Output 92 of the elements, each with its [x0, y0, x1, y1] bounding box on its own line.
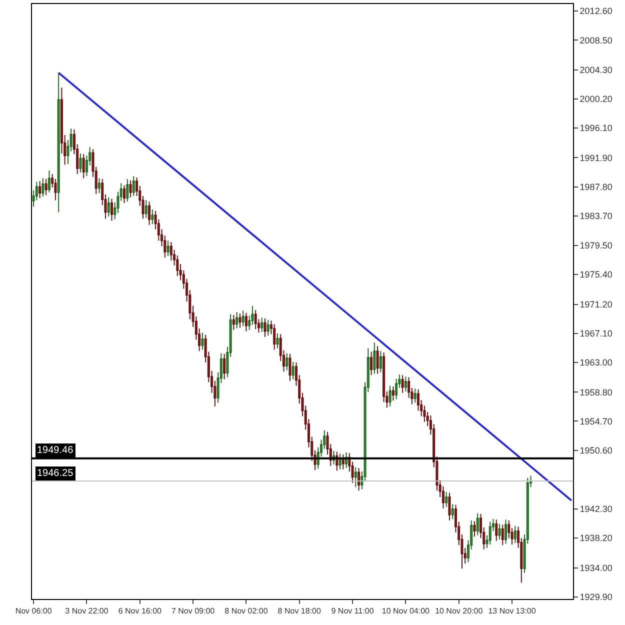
- candlestick: [376, 346, 379, 374]
- candlestick: [342, 454, 344, 470]
- candlestick: [273, 324, 276, 350]
- x-tick-label: 13 Nov 13:00: [488, 606, 536, 616]
- candlestick: [201, 332, 204, 350]
- y-tick-label: 1996.10: [580, 123, 612, 134]
- candlestick: [110, 198, 114, 222]
- candlestick: [264, 318, 266, 338]
- candlestick: [79, 152, 82, 174]
- x-tick-label: 3 Nov 22:00: [65, 606, 109, 616]
- y-tick-label: 1950.60: [580, 445, 612, 456]
- candlestick: [260, 317, 264, 332]
- candlestick: [126, 178, 129, 202]
- candlestick: [451, 504, 454, 520]
- y-tick-label: 1934.00: [580, 562, 612, 573]
- candlestick: [107, 196, 110, 217]
- candlestick: [38, 180, 42, 199]
- candlestick: [388, 385, 392, 407]
- y-tick-label: 1938.20: [580, 533, 612, 544]
- candlestick: [144, 200, 148, 218]
- candlestick: [445, 492, 448, 508]
- candlestick: [379, 350, 382, 373]
- candlestick: [414, 388, 416, 404]
- candlestick: [448, 492, 451, 521]
- candlestick: [232, 314, 235, 330]
- candlestick: [404, 376, 407, 392]
- candlestick: [286, 352, 288, 371]
- candlestick: [54, 178, 57, 201]
- x-tick-label: 7 Nov 09:00: [171, 606, 216, 616]
- candlestick: [122, 184, 126, 204]
- y-tick-label: 1963.00: [580, 358, 612, 368]
- candlestick: [57, 72, 60, 213]
- y-tick-label: 2004.30: [580, 65, 612, 76]
- candlestick: [392, 386, 394, 402]
- candlestick: [288, 353, 292, 382]
- candlestick: [338, 453, 342, 470]
- candlestick: [401, 374, 404, 394]
- y-tick-label: 1958.80: [580, 387, 612, 398]
- candlestick: [488, 521, 492, 545]
- y-tick-label: 1979.50: [580, 240, 612, 251]
- y-tick-label: 1971.20: [580, 299, 612, 310]
- candlestick: [166, 240, 170, 257]
- candlestick: [395, 378, 398, 400]
- candlestick: [42, 178, 44, 198]
- y-tick-label: 1987.80: [580, 182, 612, 192]
- candlestick: [292, 361, 294, 380]
- candlestick: [236, 312, 238, 329]
- y-tick-label: 1975.40: [580, 270, 612, 280]
- candlestick: [501, 524, 504, 546]
- x-tick-label: 8 Nov 18:00: [278, 606, 322, 616]
- x-tick-label: 8 Nov 02:00: [224, 606, 268, 616]
- y-tick-label: 2008.50: [580, 35, 612, 46]
- x-tick-label: 10 Nov 20:00: [435, 606, 484, 616]
- x-tick-label: 10 Nov 04:00: [382, 606, 430, 616]
- candlestick: [354, 466, 357, 488]
- candlestick: [238, 313, 242, 328]
- y-tick-label: 2000.20: [580, 94, 612, 104]
- candlestick: [266, 319, 270, 336]
- candlestick: [82, 154, 85, 179]
- candlestick: [132, 176, 135, 196]
- candlestick: [373, 342, 376, 374]
- candlestick: [514, 526, 516, 544]
- candlestick: [223, 353, 226, 380]
- candlestick: [48, 170, 50, 193]
- candlestick: [276, 332, 279, 349]
- candlestick: [358, 467, 360, 492]
- candlestick: [244, 312, 248, 332]
- candlestick: [498, 523, 501, 540]
- y-tick-label: 1991.90: [580, 152, 612, 163]
- y-tick-label: 1942.30: [580, 504, 612, 514]
- candlestick: [151, 208, 154, 225]
- candlestick: [504, 519, 508, 544]
- candlestick: [254, 310, 257, 330]
- candlestick: [148, 201, 151, 226]
- candlestick: [129, 180, 132, 198]
- x-tick-label: Nov 06:00: [15, 606, 52, 616]
- candlestick: [476, 512, 479, 536]
- candlestick: [473, 520, 476, 538]
- y-tick-label: 1983.70: [580, 210, 612, 221]
- ref-line-label: 1949.46: [37, 445, 74, 456]
- y-tick-label: 1954.70: [580, 416, 612, 426]
- y-tick-label: 1929.90: [580, 592, 612, 602]
- y-tick-label: 2012.60: [580, 6, 612, 16]
- candlestick: [44, 178, 48, 196]
- candlestick: [242, 310, 244, 327]
- candlestick: [370, 351, 373, 376]
- candlestick: [98, 178, 100, 194]
- x-tick-label: 6 Nov 16:00: [118, 606, 162, 616]
- ref-line-label: 1946.25: [37, 468, 74, 479]
- candlestick: [495, 519, 498, 542]
- y-tick-label: 1967.10: [580, 328, 612, 339]
- x-tick-label: 9 Nov 11:00: [331, 606, 374, 616]
